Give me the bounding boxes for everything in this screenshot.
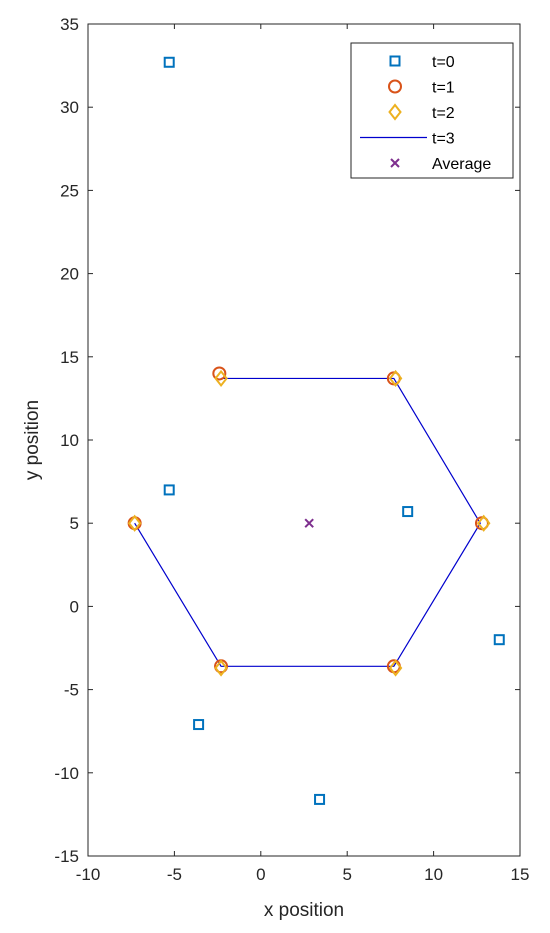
markers-group (127, 56, 505, 805)
point-series-0 (402, 506, 414, 518)
point-series-2 (214, 369, 228, 388)
y-tick-label: 30 (60, 98, 79, 117)
y-tick-label: 35 (60, 15, 79, 34)
x-tick-label: 15 (511, 865, 530, 884)
x-tick-label: 10 (424, 865, 443, 884)
y-tick-label: -5 (64, 681, 79, 700)
y-tick-label: 20 (60, 265, 79, 284)
point-series-1 (212, 366, 227, 381)
x-tick-label: -10 (76, 865, 101, 884)
y-tick-label: -10 (54, 764, 79, 783)
y-tick-label: 5 (70, 514, 79, 533)
y-tick-label: 15 (60, 348, 79, 367)
series-t3-line (134, 377, 481, 667)
point-series-2 (388, 659, 403, 677)
point-series-2 (476, 514, 491, 532)
y-tick-label: 10 (60, 431, 79, 450)
legend-label: t=2 (432, 105, 455, 122)
legend-swatch (389, 55, 401, 67)
point-series-0 (193, 719, 205, 731)
legend: t=0 t=1 t=2 t=3 Average (350, 42, 514, 179)
y-axis-title: y position (22, 400, 43, 480)
point-series-2 (388, 369, 403, 388)
x-axis-title: x position (264, 900, 344, 921)
point-series-0 (314, 793, 326, 805)
axis-ticks (87, 23, 521, 857)
legend-swatch (388, 79, 402, 94)
point-series-0 (163, 484, 175, 496)
y-tick-label: 25 (60, 181, 79, 200)
point-series-2 (214, 659, 228, 677)
y-tick-label: 0 (70, 597, 79, 616)
legend-swatch (388, 103, 402, 121)
legend-label: t=0 (432, 54, 455, 71)
point-series-0 (163, 56, 175, 68)
legend-label: Average (432, 156, 491, 173)
legend-label: t=3 (432, 131, 455, 148)
point-series-4 (304, 518, 314, 528)
y-tick-label: -15 (54, 847, 79, 866)
x-tick-label: 5 (342, 865, 351, 884)
t3-polygon-group (134, 377, 481, 667)
point-series-0 (493, 634, 505, 646)
legend-label: t=1 (432, 80, 455, 97)
legend-box (350, 42, 514, 179)
point-series-2 (127, 514, 142, 532)
legend-swatch (390, 158, 400, 168)
x-tick-label: 0 (256, 865, 265, 884)
x-tick-label: -5 (167, 865, 182, 884)
